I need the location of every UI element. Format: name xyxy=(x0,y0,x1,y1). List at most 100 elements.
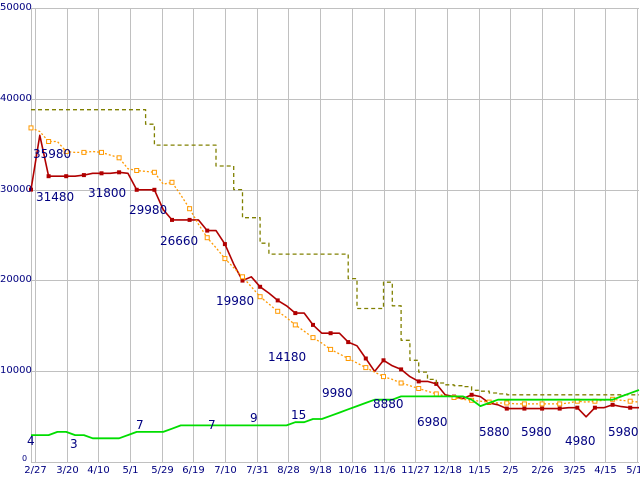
marker-average-price xyxy=(240,274,245,280)
x-axis-tick-label: 5/13 xyxy=(626,465,640,476)
marker-lowest-price xyxy=(187,217,192,222)
x-axis-tick-label: 3/20 xyxy=(56,465,79,476)
grid-lines xyxy=(31,8,639,463)
marker-average-price xyxy=(46,139,52,144)
marker-average-price xyxy=(151,169,157,175)
x-axis-tick-label: 7/31 xyxy=(246,465,269,476)
x-axis-tick-label: 2/26 xyxy=(531,465,554,476)
marker-lowest-price xyxy=(222,242,227,247)
marker-average-price xyxy=(363,365,369,371)
y-axis-tick-label: 30000 xyxy=(0,183,32,195)
marker-lowest-price xyxy=(522,406,527,411)
data-point-label: 5980 xyxy=(521,425,552,439)
marker-average-price xyxy=(627,398,633,404)
marker-lowest-price xyxy=(81,173,86,178)
x-axis-tick-label: 8/28 xyxy=(277,465,300,476)
marker-average-price xyxy=(222,256,228,262)
marker-lowest-price xyxy=(46,174,51,179)
data-point-label: 5880 xyxy=(479,425,510,439)
marker-lowest-price xyxy=(540,406,545,411)
x-axis-tick-label: 2/27 xyxy=(24,465,47,476)
data-point-label: 14180 xyxy=(268,350,307,364)
data-point-label: 35980 xyxy=(33,147,72,161)
x-axis-tick-label: 10/16 xyxy=(338,465,367,476)
marker-lowest-price xyxy=(416,379,421,384)
marker-lowest-price xyxy=(575,405,580,410)
y-axis-tick-label: 40000 xyxy=(0,92,32,104)
marker-lowest-price xyxy=(275,298,280,303)
data-point-label: 4 xyxy=(27,434,35,448)
marker-lowest-price xyxy=(134,187,139,192)
x-axis-tick-label: 9/18 xyxy=(309,465,332,476)
marker-average-price xyxy=(204,235,210,241)
marker-average-price xyxy=(345,356,351,361)
x-axis-tick-label: 12/18 xyxy=(433,465,462,476)
x-axis-tick-label: 2/5 xyxy=(502,465,519,476)
marker-lowest-price xyxy=(29,187,33,192)
marker-average-price xyxy=(63,149,69,154)
marker-average-price xyxy=(416,386,422,391)
marker-lowest-price xyxy=(240,278,245,283)
marker-average-price xyxy=(521,401,527,407)
x-axis-tick-label: 11/6 xyxy=(373,465,396,476)
x-axis-tick-label: 5/29 xyxy=(151,465,174,476)
marker-average-price xyxy=(433,391,439,397)
data-point-label: 19980 xyxy=(216,294,255,308)
data-point-label: 15 xyxy=(291,408,307,422)
x-axis-tick-label: 4/10 xyxy=(87,465,110,476)
data-point-label: 31480 xyxy=(36,190,75,204)
y-axis-zero-label: 0 xyxy=(22,454,28,463)
marker-lowest-price xyxy=(99,171,104,176)
data-point-label: 7 xyxy=(208,418,216,432)
data-point-label: 6980 xyxy=(417,415,448,429)
marker-lowest-price xyxy=(469,392,474,397)
marker-average-price xyxy=(28,125,34,131)
x-axis-tick-label: 5/1 xyxy=(122,465,139,476)
data-point-label: 26660 xyxy=(160,234,199,248)
marker-average-price xyxy=(381,374,386,380)
y-axis-tick-label: 20000 xyxy=(0,274,32,286)
marker-average-price xyxy=(187,206,193,212)
x-axis-tick-label: 7/10 xyxy=(214,465,237,476)
marker-average-price xyxy=(116,155,122,161)
marker-lowest-price xyxy=(434,381,439,386)
marker-lowest-price xyxy=(328,331,333,336)
marker-average-price xyxy=(257,294,263,300)
marker-average-price xyxy=(134,168,140,173)
marker-lowest-price xyxy=(311,322,315,327)
series-line-highest-price xyxy=(31,109,639,396)
data-point-label: 7 xyxy=(136,418,144,432)
marker-lowest-price xyxy=(64,174,69,179)
marker-lowest-price xyxy=(363,356,368,361)
marker-average-price xyxy=(539,401,545,407)
x-axis-tick-label: 3/25 xyxy=(563,465,586,476)
marker-average-price xyxy=(398,380,404,386)
y-axis-tick-label: 50000 xyxy=(0,2,32,13)
marker-average-price xyxy=(99,149,104,155)
data-point-label: 31800 xyxy=(88,186,127,200)
x-axis-tick-label: 11/27 xyxy=(401,465,430,476)
marker-lowest-price xyxy=(592,405,597,410)
marker-lowest-price xyxy=(557,406,562,411)
marker-average-price xyxy=(292,322,298,328)
data-point-label: 8880 xyxy=(373,397,404,411)
data-point-label: 9 xyxy=(250,411,258,425)
marker-lowest-price xyxy=(152,187,157,192)
data-point-label: 3 xyxy=(70,437,78,451)
series-line-average-price xyxy=(30,127,640,405)
marker-average-price xyxy=(275,308,281,314)
plot-frame xyxy=(31,8,639,463)
marker-average-price xyxy=(557,401,563,407)
marker-lowest-price xyxy=(346,340,351,345)
data-point-label: 9980 xyxy=(322,386,353,400)
series-line-lowest-price xyxy=(30,134,639,418)
marker-lowest-price xyxy=(205,228,210,233)
marker-average-price xyxy=(328,346,334,352)
marker-lowest-price xyxy=(504,406,509,411)
series-line-listing-count xyxy=(31,389,640,440)
data-point-label: 4980 xyxy=(565,434,596,448)
marker-average-price xyxy=(310,335,316,341)
marker-lowest-price xyxy=(399,367,404,372)
